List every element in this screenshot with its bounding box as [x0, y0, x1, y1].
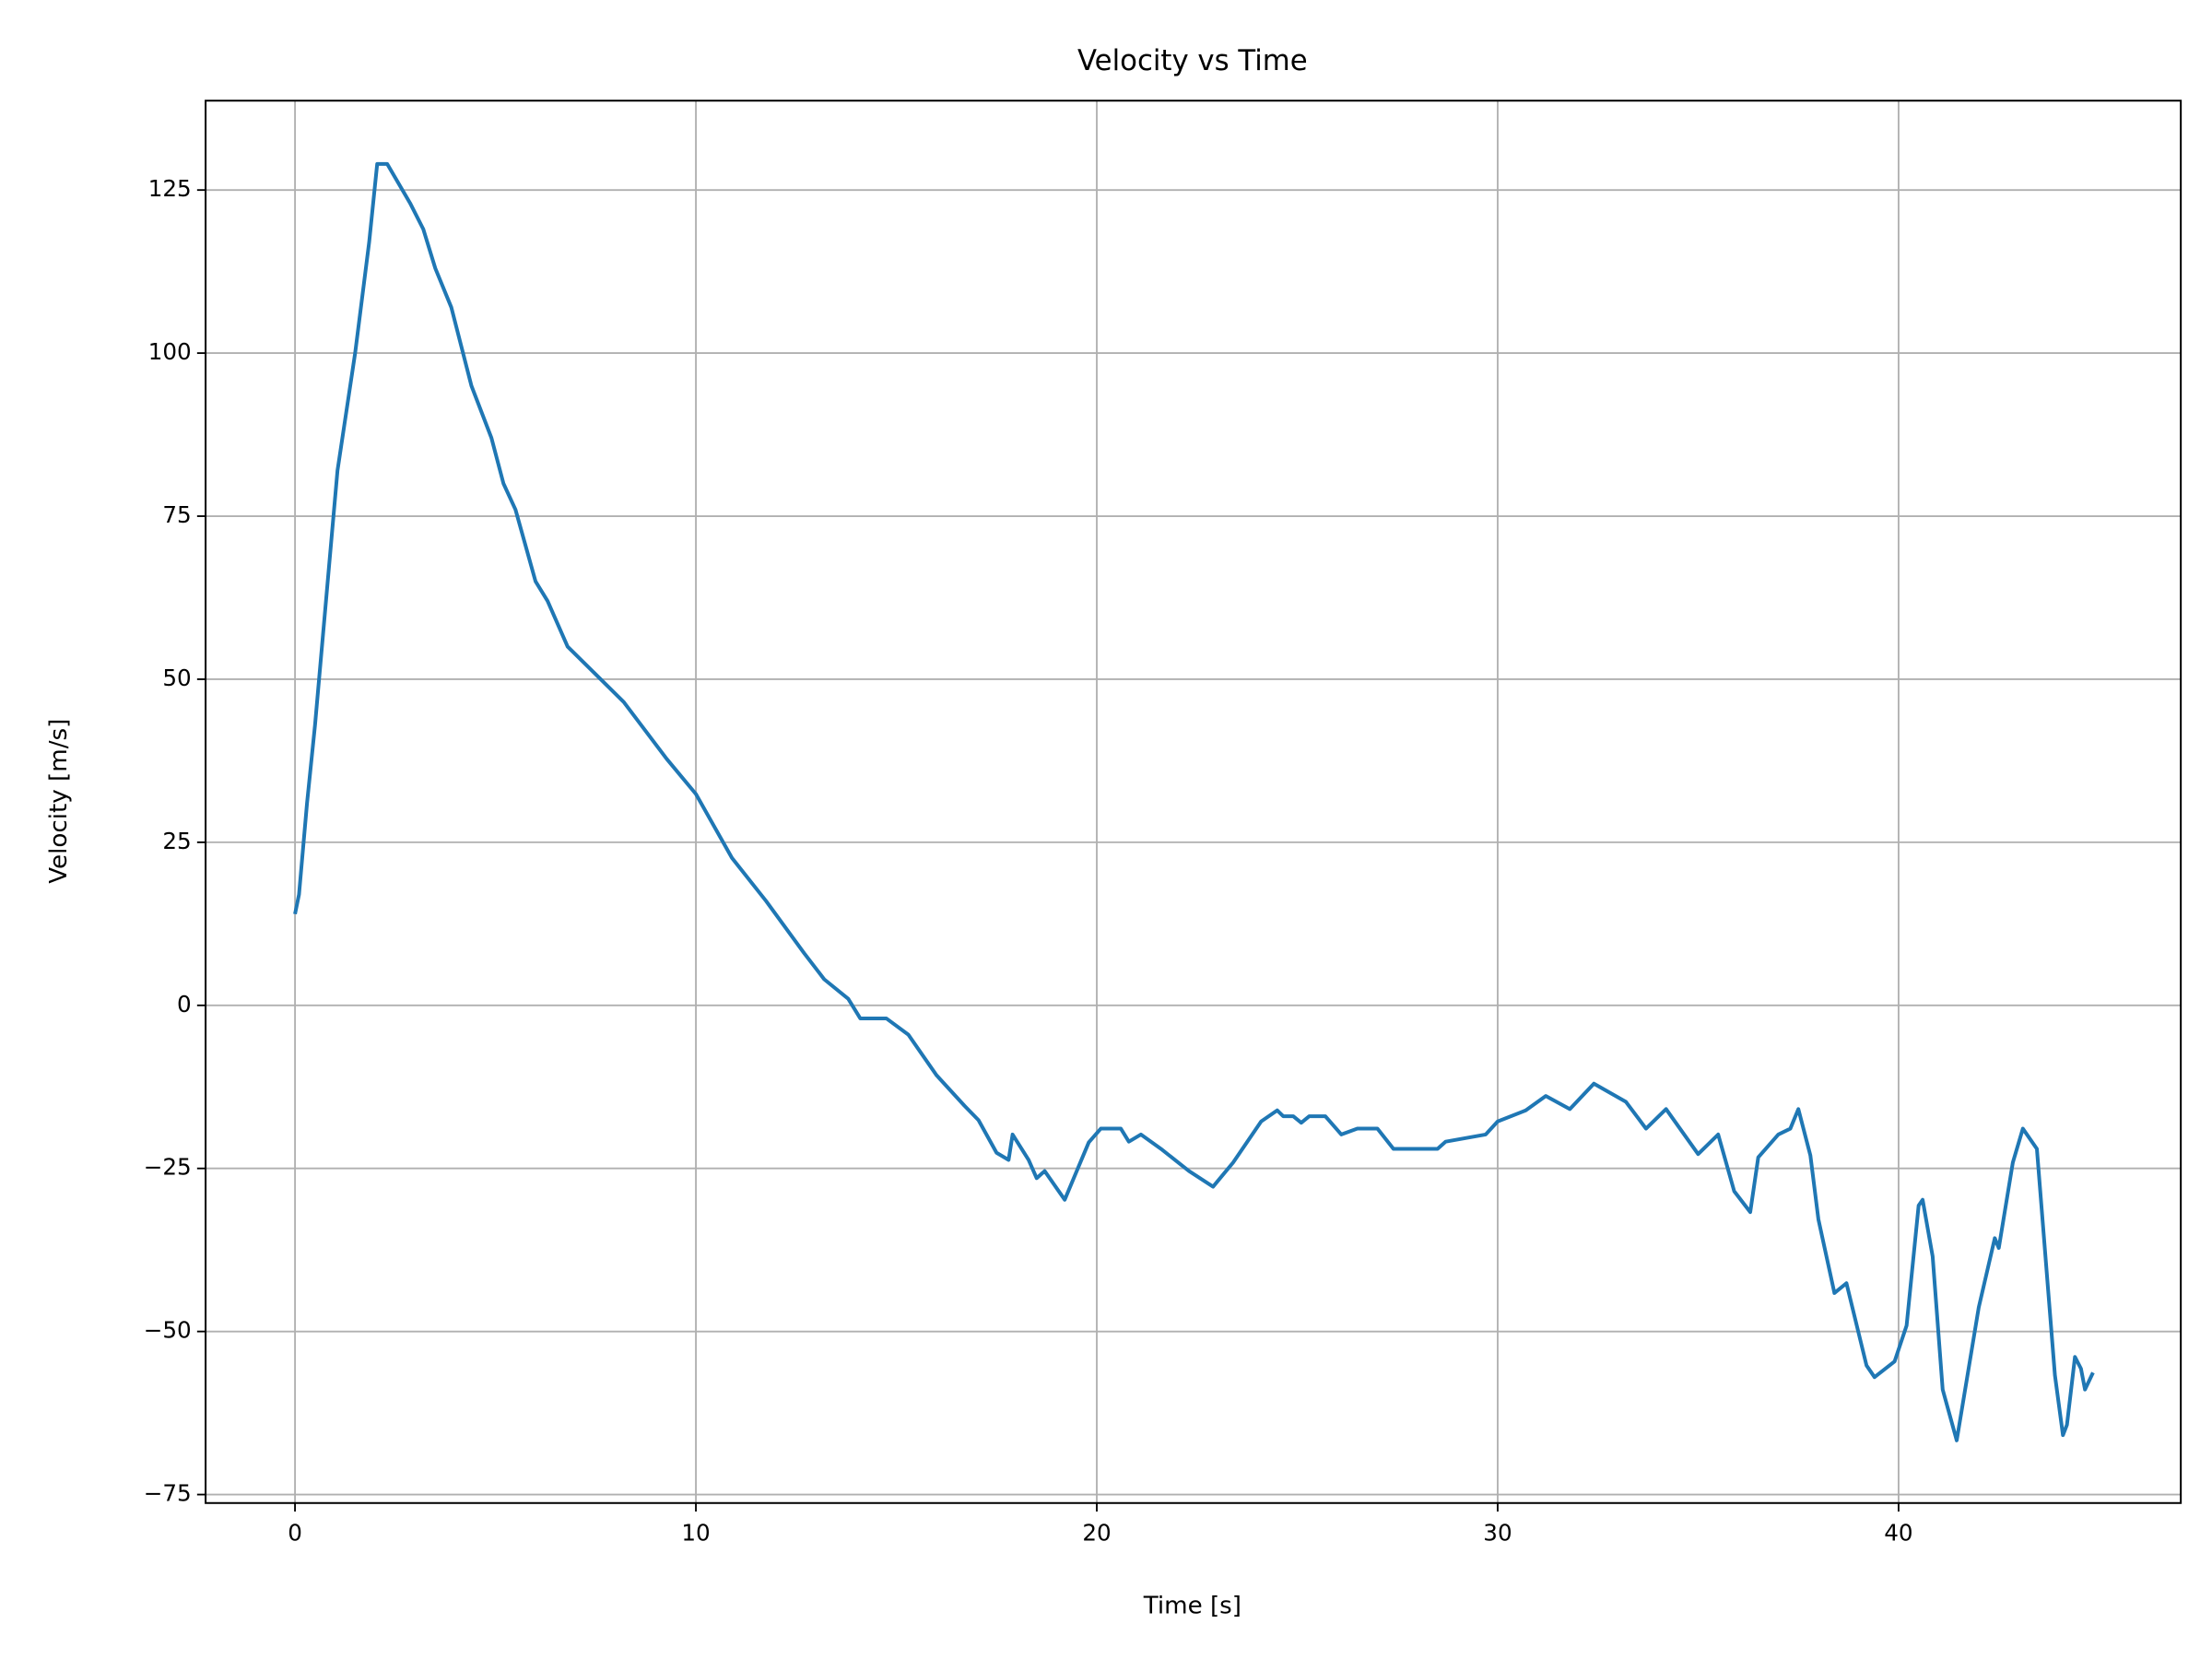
chart-title: Velocity vs Time: [1077, 44, 1308, 77]
y-tick-label: 100: [148, 338, 192, 365]
x-tick-label: 0: [288, 1520, 302, 1547]
y-axis-label: Velocity [m/s]: [45, 719, 73, 884]
y-tick-label: 75: [162, 501, 191, 528]
x-tick-label: 20: [1082, 1520, 1111, 1547]
x-tick-label: 30: [1483, 1520, 1512, 1547]
y-tick-label: −50: [144, 1317, 192, 1344]
x-tick-label: 40: [1884, 1520, 1912, 1547]
x-axis-label: Time [s]: [1143, 1593, 1241, 1620]
y-tick-label: 125: [148, 175, 192, 202]
data-line: [293, 161, 2095, 1442]
y-tick-label: −25: [144, 1154, 192, 1181]
y-tick-label: 0: [177, 991, 192, 1018]
y-tick-label: 50: [162, 665, 191, 691]
plot-frame: [205, 100, 2183, 1504]
x-tick-label: 10: [681, 1520, 710, 1547]
y-tick-label: −75: [144, 1480, 192, 1507]
y-tick-label: 25: [162, 828, 191, 854]
